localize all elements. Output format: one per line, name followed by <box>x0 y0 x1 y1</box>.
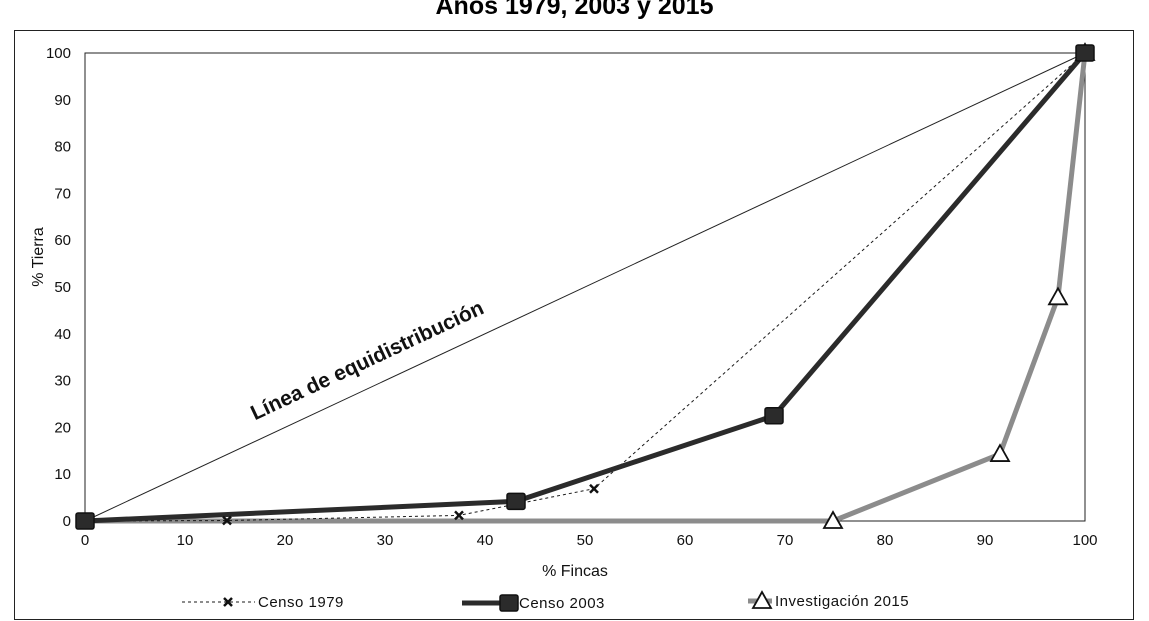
series-line-1 <box>84 51 1087 524</box>
equidistribution-label: Línea de equidistribución <box>247 296 487 425</box>
y-tick-label: 40 <box>54 326 71 343</box>
y-axis-title: % Tierra <box>30 227 47 287</box>
square-marker <box>499 594 519 612</box>
triangle-marker <box>989 443 1011 462</box>
y-tick-label: 20 <box>54 419 71 436</box>
x-tick-label: 20 <box>277 532 294 549</box>
axis-labels: 0 10 20 30 40 50 60 70 80 90 100 0 10 20 30 40 50 60 70 80 9… <box>30 45 1098 580</box>
triangle-marker <box>822 510 844 529</box>
square-marker <box>764 406 784 425</box>
x-tick-label: 90 <box>977 532 994 549</box>
square-marker <box>506 492 526 511</box>
legend-item: Censo 2003 <box>462 594 605 612</box>
equidistribution-line <box>84 52 1086 522</box>
x-tick-label: 70 <box>777 532 794 549</box>
series-lines <box>84 51 1088 524</box>
legend-item: Investigación 2015 <box>748 590 909 610</box>
legend-label: Censo 1979 <box>258 594 344 611</box>
y-tick-label: 0 <box>63 513 71 530</box>
x-marker <box>222 515 232 526</box>
y-tick-label: 10 <box>54 466 71 483</box>
x-tick-label: 50 <box>577 532 594 549</box>
y-tick-label: 60 <box>54 232 71 249</box>
x-tick-label: 10 <box>177 532 194 549</box>
x-marker-stroke <box>454 510 464 521</box>
x-marker-stroke <box>589 483 599 494</box>
x-marker <box>454 510 464 521</box>
chart-frame <box>14 30 1134 620</box>
x-marker <box>589 483 599 494</box>
square-marker <box>1075 44 1095 62</box>
y-tick-label: 100 <box>46 45 71 62</box>
x-axis-title: % Fincas <box>542 563 608 580</box>
y-tick-label: 80 <box>54 139 71 156</box>
x-tick-label: 60 <box>677 532 694 549</box>
x-tick-label: 30 <box>377 532 394 549</box>
legend-label: Censo 2003 <box>519 595 605 612</box>
square-marker <box>75 512 95 530</box>
x-tick-label: 80 <box>877 532 894 549</box>
triangle-marker <box>751 590 773 609</box>
series-markers <box>75 42 1096 530</box>
x-tick-label: 0 <box>81 532 89 549</box>
y-tick-label: 50 <box>54 279 71 296</box>
chart-title: Años 1979, 2003 y 2015 <box>435 0 714 20</box>
legend-label: Investigación 2015 <box>775 593 909 610</box>
y-tick-label: 90 <box>54 92 71 109</box>
triangle-marker <box>1047 286 1069 306</box>
x-tick-label: 100 <box>1072 532 1097 549</box>
x-marker-stroke <box>223 597 233 607</box>
legend: Censo 1979 Censo 2003 Investigación 2015 <box>182 590 909 612</box>
y-tick-label: 30 <box>54 373 71 390</box>
x-marker <box>223 597 233 607</box>
x-tick-label: 40 <box>477 532 494 549</box>
y-tick-label: 70 <box>54 185 71 202</box>
x-marker-stroke <box>222 515 232 526</box>
legend-item: Censo 1979 <box>182 594 344 611</box>
